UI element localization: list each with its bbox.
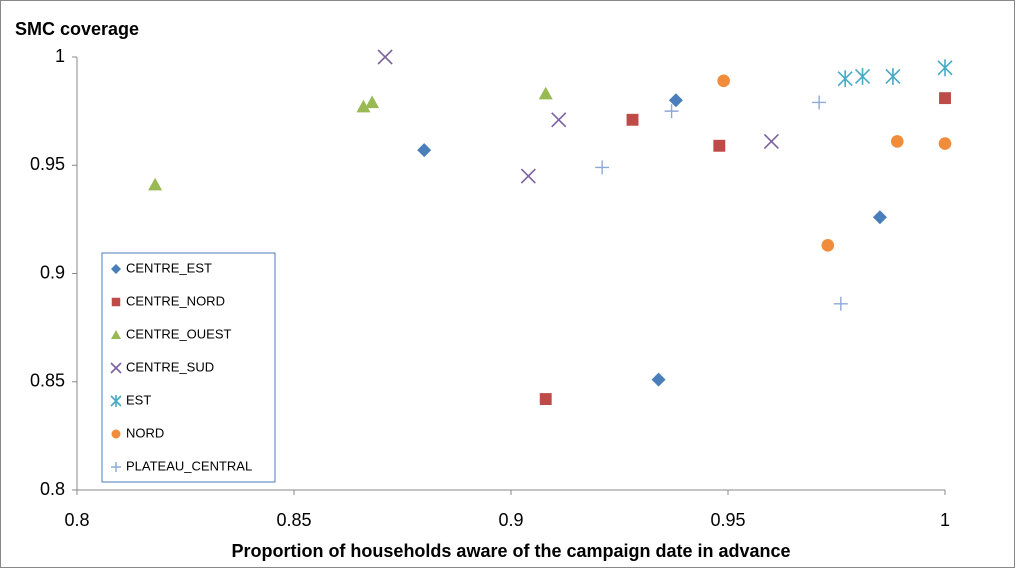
point (890, 135, 904, 148)
point (377, 49, 393, 65)
legend-marker (110, 395, 122, 407)
point (763, 133, 779, 150)
legend-label: EST (126, 392, 151, 407)
point (872, 210, 887, 225)
point (812, 95, 827, 110)
point (821, 239, 835, 252)
point (837, 70, 853, 88)
point (664, 104, 679, 119)
point (148, 177, 163, 191)
point (833, 296, 848, 311)
legend-label: CENTRE_SUD (126, 359, 214, 374)
point (717, 74, 730, 88)
y-tick-label: 0.9 (40, 262, 65, 282)
legend-marker (111, 297, 121, 307)
x-tick-label: 0.95 (710, 510, 745, 530)
point (595, 160, 610, 175)
legend-label: NORD (126, 425, 164, 440)
point (538, 86, 553, 100)
legend-marker (111, 264, 121, 274)
point (356, 99, 371, 113)
point (713, 139, 726, 152)
legend-marker (111, 429, 121, 439)
y-tick-label: 0.85 (30, 371, 65, 391)
x-tick-label: 0.9 (498, 510, 523, 530)
point (417, 143, 432, 158)
y-tick-label: 0.95 (30, 154, 65, 174)
point (520, 168, 536, 184)
y-tick-label: 1 (55, 46, 65, 66)
point (885, 68, 901, 85)
point (626, 113, 639, 126)
legend-label: CENTRE_EST (126, 260, 212, 275)
legend-marker (111, 462, 121, 472)
point (854, 68, 871, 85)
y-axis-title: SMC coverage (15, 19, 139, 39)
legend-marker (110, 362, 122, 374)
x-tick-label: 0.8 (64, 510, 89, 530)
point (938, 137, 952, 150)
y-tick-label: 0.8 (40, 479, 65, 499)
point (651, 372, 666, 387)
point (365, 95, 380, 109)
legend-label: CENTRE_NORD (126, 293, 225, 308)
point (668, 93, 683, 108)
legend-label: CENTRE_OUEST (126, 326, 232, 341)
legend-marker (111, 330, 121, 339)
point (939, 92, 951, 105)
legend-box (101, 252, 276, 483)
legend-label: PLATEAU_CENTRAL (126, 458, 252, 473)
point (551, 112, 567, 128)
point (539, 393, 552, 406)
x-tick-label: 1 (940, 510, 950, 530)
x-tick-label: 0.85 (276, 510, 311, 530)
point (937, 59, 953, 77)
x-axis-title: Proportion of households aware of the ca… (231, 541, 790, 561)
